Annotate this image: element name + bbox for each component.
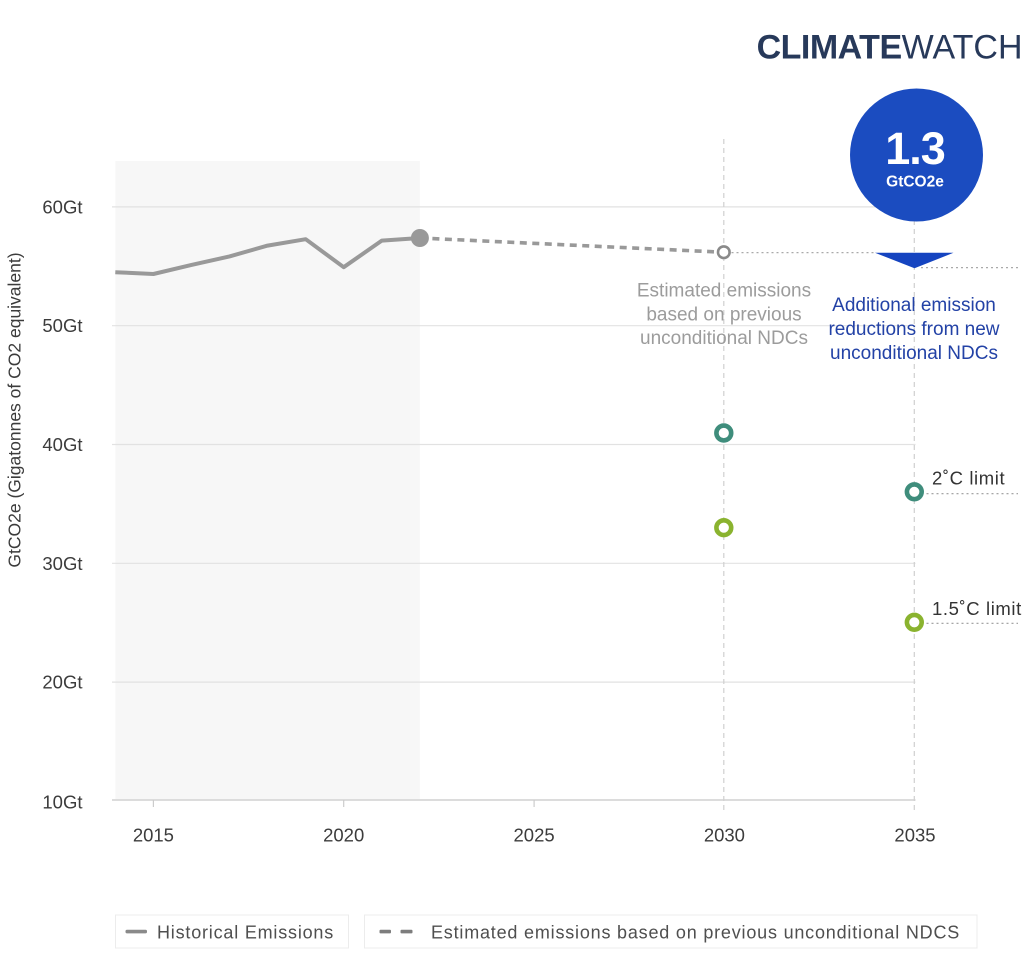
svg-text:GtCO2e (Gigatonnes of CO2 equi: GtCO2e (Gigatonnes of CO2 equivalent) bbox=[5, 252, 25, 567]
svg-text:30Gt: 30Gt bbox=[42, 553, 82, 574]
svg-text:10Gt: 10Gt bbox=[42, 792, 82, 813]
svg-text:unconditional NDCs: unconditional NDCs bbox=[830, 343, 998, 364]
svg-text:2020: 2020 bbox=[323, 825, 364, 846]
svg-text:Historical Emissions: Historical Emissions bbox=[157, 923, 334, 943]
svg-text:Additional emission: Additional emission bbox=[832, 295, 996, 316]
svg-text:Estimated emissions: Estimated emissions bbox=[637, 281, 811, 302]
svg-text:60Gt: 60Gt bbox=[42, 196, 82, 217]
svg-text:GtCO2e: GtCO2e bbox=[886, 174, 944, 191]
svg-text:2025: 2025 bbox=[514, 825, 555, 846]
svg-text:2035: 2035 bbox=[894, 825, 935, 846]
svg-text:2030: 2030 bbox=[704, 825, 745, 846]
svg-text:50Gt: 50Gt bbox=[42, 315, 82, 336]
svg-text:reductions from new: reductions from new bbox=[828, 319, 999, 340]
svg-text:1.5˚C limit: 1.5˚C limit bbox=[932, 598, 1022, 619]
svg-text:CLIMATEWATCH: CLIMATEWATCH bbox=[757, 28, 1023, 66]
svg-text:based on previous: based on previous bbox=[646, 304, 801, 325]
svg-text:1.3: 1.3 bbox=[885, 123, 945, 174]
svg-text:unconditional NDCs: unconditional NDCs bbox=[640, 328, 808, 349]
svg-text:20Gt: 20Gt bbox=[42, 672, 82, 693]
svg-text:2˚C limit: 2˚C limit bbox=[932, 468, 1005, 489]
svg-text:2015: 2015 bbox=[133, 825, 174, 846]
svg-text:Estimated emissions based on p: Estimated emissions based on previous un… bbox=[431, 923, 960, 943]
svg-text:40Gt: 40Gt bbox=[42, 434, 82, 455]
